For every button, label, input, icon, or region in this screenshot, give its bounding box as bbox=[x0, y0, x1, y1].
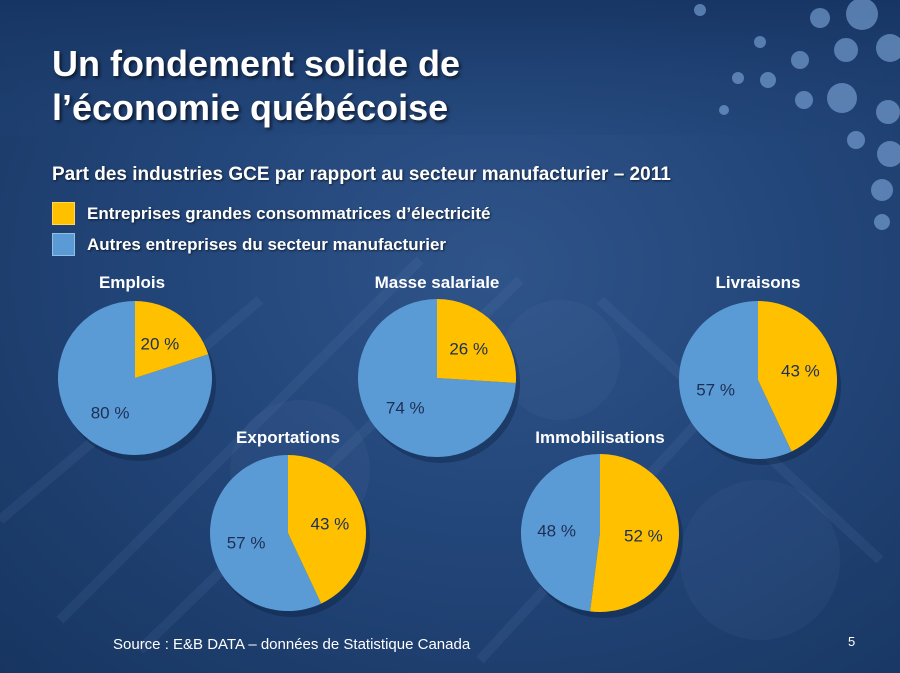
pie-label-gce-emplois: 20 % bbox=[141, 335, 180, 354]
slide-title: Un fondement solide de l’économie québéc… bbox=[52, 42, 692, 130]
pie-slice-autres-masse-salariale bbox=[357, 299, 516, 458]
pie-slice-gce-exportations bbox=[288, 455, 367, 604]
pie-title-masse-salariale: Masse salariale bbox=[375, 273, 500, 292]
legend-swatch-autres bbox=[52, 233, 75, 256]
pie-title-emplois: Emplois bbox=[99, 273, 165, 292]
pie-label-autres-masse-salariale: 74 % bbox=[386, 399, 425, 418]
pie-emplois: 20 % 80 % Emplois bbox=[57, 273, 216, 461]
pie-slice-gce-emplois bbox=[135, 301, 209, 378]
source-note: Source : E&B DATA – données de Statistiq… bbox=[113, 636, 471, 653]
legend-item-autres: Autres entreprises du secteur manufactur… bbox=[52, 229, 490, 260]
pie-immobilisations: 52 % 48 % Immobilisations bbox=[520, 428, 683, 618]
legend-label-gce: Entreprises grandes consommatrices d’éle… bbox=[87, 203, 491, 223]
pie-label-gce-masse-salariale: 26 % bbox=[449, 339, 488, 358]
pie-slice-gce-immobilisations bbox=[590, 454, 679, 612]
pie-label-gce-exportations: 43 % bbox=[311, 515, 350, 534]
chart-subtitle: Part des industries GCE par rapport au s… bbox=[52, 164, 671, 185]
pie-title-exportations: Exportations bbox=[236, 428, 340, 447]
pie-title-immobilisations: Immobilisations bbox=[535, 428, 664, 447]
pie-title-livraisons: Livraisons bbox=[715, 273, 800, 292]
pie-masse-salariale: 26 % 74 % Masse salariale bbox=[357, 273, 520, 463]
pie-label-autres-exportations: 57 % bbox=[227, 533, 266, 552]
legend-swatch-gce bbox=[52, 202, 75, 225]
pie-label-autres-livraisons: 57 % bbox=[696, 381, 735, 400]
page-number: 5 bbox=[848, 634, 856, 649]
title-line-2: l’économie québécoise bbox=[52, 87, 449, 128]
legend: Entreprises grandes consommatrices d’éle… bbox=[52, 198, 490, 260]
pie-livraisons: 43 % 57 % Livraisons bbox=[679, 273, 841, 465]
title-line-1: Un fondement solide de bbox=[52, 43, 461, 84]
pie-label-autres-emplois: 80 % bbox=[91, 403, 130, 422]
legend-item-gce: Entreprises grandes consommatrices d’éle… bbox=[52, 198, 490, 229]
pie-label-gce-livraisons: 43 % bbox=[781, 362, 820, 381]
pie-slice-autres-exportations bbox=[210, 455, 322, 612]
pie-slice-gce-masse-salariale bbox=[437, 299, 516, 383]
pie-slice-autres-immobilisations bbox=[520, 454, 600, 612]
pie-label-gce-immobilisations: 52 % bbox=[624, 527, 663, 546]
pie-slice-autres-emplois bbox=[57, 301, 212, 455]
pie-slice-gce-livraisons bbox=[758, 301, 838, 452]
pie-slice-autres-livraisons bbox=[679, 301, 792, 460]
pie-label-autres-immobilisations: 48 % bbox=[537, 521, 576, 540]
legend-label-autres: Autres entreprises du secteur manufactur… bbox=[87, 234, 447, 254]
pie-exportations: 43 % 57 % Exportations bbox=[210, 428, 370, 617]
